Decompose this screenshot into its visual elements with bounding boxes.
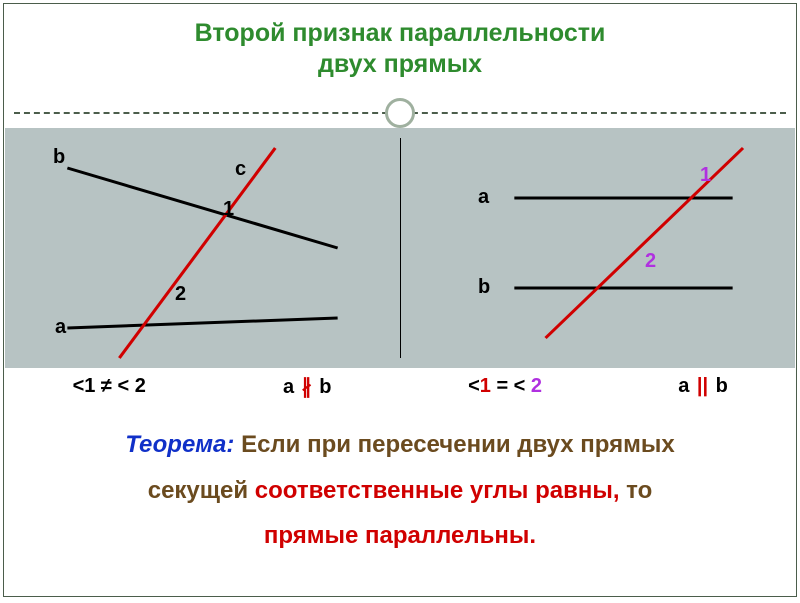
label-a: a: [478, 186, 489, 209]
not-parallel-icon: ∦: [300, 374, 314, 399]
theorem-part1: Если при пересечении двух прямых: [241, 431, 675, 458]
diagram-left: b c a 1 2: [5, 128, 400, 368]
divider-ring-icon: [385, 98, 415, 128]
theorem-block: Теорема: Если при пересечении двух прямы…: [24, 422, 776, 559]
divider: [4, 98, 796, 128]
label-b: b: [478, 276, 490, 299]
slide-title: Второй признак параллельности двух прямы…: [4, 4, 796, 87]
diagram-right: a b 1 2: [400, 128, 795, 368]
statement-row: <1 ≠ < 2 a ∦ b <1 = < 2 a || b: [4, 374, 796, 399]
equality-text: <1 = < 2: [468, 375, 542, 398]
label-b: b: [53, 146, 65, 169]
eq-2: 2: [531, 375, 542, 397]
title-line-1: Второй признак параллельности: [4, 18, 796, 49]
title-line-2: двух прямых: [4, 49, 796, 80]
slide: Второй признак параллельности двух прямы…: [3, 3, 797, 597]
eq-mid: = <: [491, 375, 531, 397]
label-angle-1: 1: [223, 198, 234, 221]
label-c: c: [235, 158, 246, 181]
inequality-text: <1 ≠ < 2: [73, 375, 146, 398]
diagram-band: b c a 1 2 a b 1 2: [5, 128, 795, 368]
eq-1: 1: [480, 375, 491, 397]
theorem-label: Теорема:: [125, 431, 234, 458]
statement-right: <1 = < 2 a || b: [400, 374, 796, 399]
theorem-part2a: секущей: [148, 477, 255, 504]
diagram-right-svg: [400, 128, 795, 368]
relation-left: a ∦ b: [283, 374, 331, 399]
eq-prefix: <: [468, 375, 480, 397]
label-a: a: [55, 316, 66, 339]
statement-left: <1 ≠ < 2 a ∦ b: [4, 374, 400, 399]
rel-b: b: [716, 375, 728, 397]
theorem-part2b: соответственные углы равны,: [255, 477, 620, 504]
label-angle-2: 2: [645, 250, 656, 273]
line-a: [67, 318, 337, 328]
label-angle-1: 1: [700, 164, 711, 187]
rel-a: a: [678, 375, 689, 397]
line-transversal: [546, 148, 744, 338]
rel-b: b: [319, 376, 331, 398]
line-b: [67, 168, 337, 248]
parallel-icon: ||: [695, 375, 710, 398]
label-angle-2: 2: [175, 283, 186, 306]
relation-right: a || b: [678, 375, 728, 398]
theorem-part2c: то: [620, 477, 653, 504]
theorem-part3: прямые параллельны.: [264, 522, 536, 549]
line-c-transversal: [119, 148, 275, 358]
rel-a: a: [283, 376, 294, 398]
